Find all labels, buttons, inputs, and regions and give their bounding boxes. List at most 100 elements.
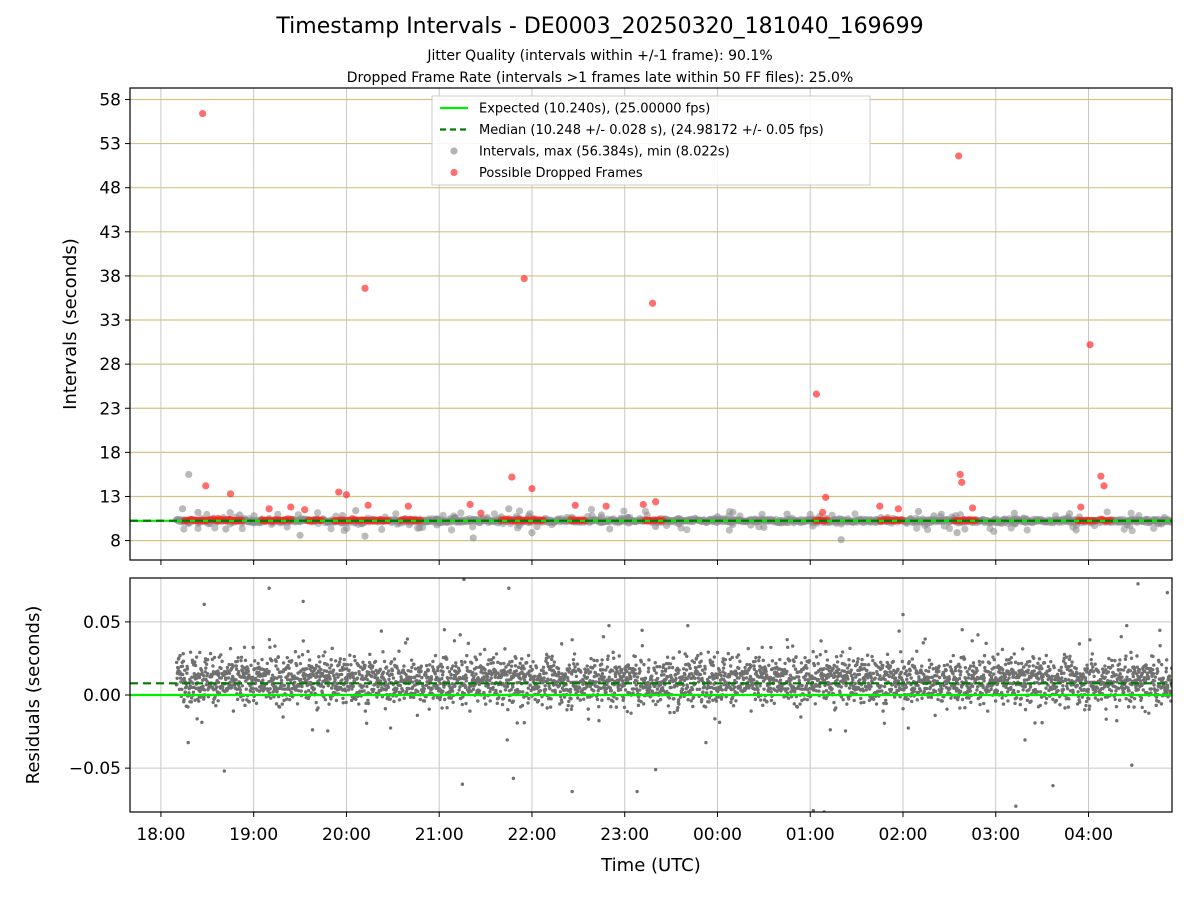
residual-point (896, 679, 901, 683)
residual-point (403, 641, 408, 645)
residual-point (1042, 661, 1047, 665)
residual-point (556, 666, 561, 671)
residual-point (525, 661, 529, 665)
residual-point (738, 685, 743, 690)
residual-point (745, 662, 749, 667)
interval-point (1160, 513, 1169, 522)
residual-point (940, 687, 944, 691)
residual-point (804, 684, 809, 688)
residual-point (488, 699, 492, 703)
residual-point (297, 684, 301, 688)
dropped-frame-point (1097, 472, 1105, 480)
residual-point (897, 629, 901, 633)
residual-point (707, 675, 712, 679)
residual-point (441, 689, 445, 694)
residual-point (306, 688, 311, 693)
residual-point (956, 681, 960, 686)
residual-point (544, 671, 548, 675)
residual-point (274, 664, 278, 668)
interval-point (930, 512, 938, 520)
interval-point (178, 505, 187, 513)
residual-point (268, 687, 272, 691)
residual-point (600, 672, 605, 676)
residual-point (963, 666, 968, 670)
residual-point (707, 696, 712, 700)
residual-point (1044, 696, 1049, 701)
residual-point (428, 663, 432, 667)
residual-point (421, 684, 425, 688)
residual-point (285, 655, 289, 660)
residual-point (326, 729, 330, 733)
residual-point (1019, 661, 1024, 666)
residual-point (838, 671, 842, 676)
residual-point (893, 676, 898, 680)
residual-point (611, 699, 615, 703)
residual-point (726, 651, 730, 656)
residual-point (185, 667, 190, 671)
dropped-frame-point (404, 502, 412, 510)
residual-point (508, 668, 513, 672)
residual-point (596, 673, 601, 677)
residual-point (710, 660, 715, 664)
residual-point (412, 695, 416, 700)
residual-point (506, 707, 510, 712)
residual-point (574, 684, 578, 689)
residual-point (193, 660, 197, 664)
residual-point (929, 695, 934, 700)
residual-point (615, 669, 619, 673)
residual-point (631, 691, 635, 695)
dropped-frame-point (822, 493, 830, 501)
residual-point (723, 657, 728, 662)
residual-point (848, 646, 852, 651)
residual-point (790, 644, 795, 648)
residual-point (256, 661, 260, 666)
residual-point (201, 684, 205, 689)
residual-point (629, 711, 633, 715)
residual-point (353, 671, 358, 676)
residual-point (234, 678, 238, 682)
residual-point (319, 682, 324, 687)
residual-point (686, 698, 690, 702)
residual-point (435, 684, 439, 688)
residual-point (310, 665, 314, 670)
residual-point (534, 665, 539, 670)
residual-point (622, 705, 627, 710)
residual-point (563, 672, 568, 676)
residual-point (485, 675, 490, 679)
residual-point (1016, 661, 1021, 666)
residual-point (622, 683, 626, 688)
residual-point (180, 672, 185, 677)
y-tick-label: 13 (99, 487, 121, 507)
residual-point (799, 661, 804, 665)
residual-point (599, 686, 603, 691)
residual-point (635, 675, 640, 679)
residual-point (281, 661, 286, 665)
residual-point (390, 668, 395, 673)
residual-point (737, 666, 741, 671)
residual-point (502, 661, 506, 666)
residual-point (937, 664, 941, 668)
residual-point (243, 675, 247, 680)
residual-point (906, 697, 910, 701)
legend-median-label: Median (10.248 +/- 0.028 s), (24.98172 +… (479, 123, 824, 138)
residual-point (325, 663, 330, 667)
residual-point (435, 668, 440, 673)
residual-point (197, 675, 202, 680)
residual-point (386, 685, 391, 689)
residual-point (395, 666, 399, 670)
residual-point (383, 683, 387, 688)
residual-point (626, 663, 631, 668)
residual-point (749, 709, 753, 713)
residual-point (826, 682, 831, 687)
residual-point (752, 664, 756, 668)
residual-point (795, 705, 800, 709)
residual-point (472, 674, 476, 679)
residual-point (1004, 658, 1009, 662)
residual-point (450, 689, 455, 693)
residual-point (604, 668, 608, 672)
residual-point (700, 697, 704, 702)
residual-point (863, 663, 867, 667)
residual-point (225, 665, 230, 670)
residual-point (1000, 696, 1004, 700)
residual-point (651, 699, 655, 703)
